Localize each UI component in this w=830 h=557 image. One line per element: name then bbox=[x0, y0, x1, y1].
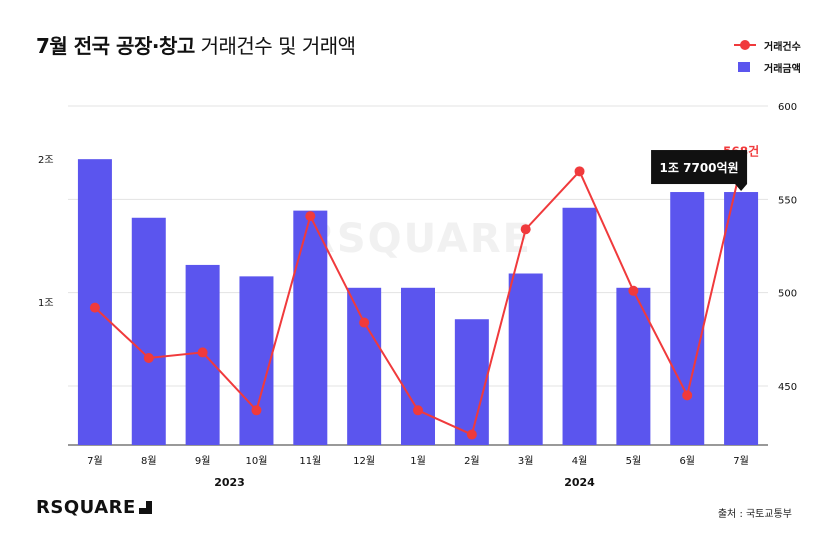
year-label: 2024 bbox=[564, 476, 595, 489]
x-axis-tick-label: 10월 bbox=[245, 455, 267, 467]
x-axis-tick-label: 3월 bbox=[518, 455, 534, 467]
count-point bbox=[520, 224, 531, 235]
legend-item-count: 거래건수 bbox=[734, 34, 801, 56]
amount-data-label: 1조 7700억원 bbox=[660, 161, 739, 175]
count-point bbox=[89, 302, 100, 313]
count-point bbox=[305, 211, 316, 222]
legend-amount-label: 거래금액 bbox=[764, 63, 801, 75]
bar bbox=[347, 287, 382, 445]
x-axis-tick-label: 5월 bbox=[626, 455, 642, 467]
right-axis-tick-label: 600 bbox=[778, 102, 797, 113]
count-point bbox=[628, 285, 639, 296]
count-point bbox=[413, 405, 423, 416]
x-axis-tick-label: 8월 bbox=[141, 455, 157, 467]
x-axis-tick-label: 12월 bbox=[353, 455, 375, 467]
source-note: 출처 : 국토교통부 bbox=[717, 509, 792, 520]
chart-legend: 거래건수 거래금액 bbox=[734, 34, 801, 78]
amount-callout-box bbox=[651, 150, 748, 185]
x-axis-tick-label: 1월 bbox=[410, 455, 426, 467]
count-point bbox=[466, 429, 477, 440]
count-point bbox=[359, 317, 370, 328]
legend-count-label: 거래건수 bbox=[764, 41, 801, 53]
right-axis-tick-label: 450 bbox=[778, 382, 797, 393]
amount-callout-pointer bbox=[735, 184, 748, 192]
x-axis-tick-label: 2월 bbox=[464, 455, 480, 467]
right-axis-tick-label: 550 bbox=[778, 195, 797, 206]
legend-item-amount: 거래금액 bbox=[734, 56, 801, 78]
brand-logo-text: RSQUARE bbox=[36, 497, 136, 518]
bar bbox=[454, 319, 489, 445]
x-axis-tick-label: 9월 bbox=[195, 455, 211, 467]
bar bbox=[616, 287, 651, 445]
bar bbox=[724, 192, 759, 445]
brand-logo-mark bbox=[138, 501, 152, 514]
bar bbox=[401, 287, 435, 445]
bar bbox=[562, 207, 597, 445]
x-axis-tick-label: 11월 bbox=[299, 455, 321, 467]
bar bbox=[131, 217, 166, 445]
chart-title-bold: 7월 전국 공장·창고 bbox=[36, 34, 195, 58]
count-point bbox=[197, 347, 208, 358]
year-label: 2023 bbox=[214, 476, 245, 489]
bar bbox=[239, 276, 274, 445]
chart-title: 7월 전국 공장·창고 거래건수 및 거래액 bbox=[36, 30, 356, 59]
right-axis-tick-label: 500 bbox=[778, 289, 797, 300]
x-axis-tick-label: 4월 bbox=[572, 455, 588, 467]
x-axis-tick-label: 6월 bbox=[679, 455, 695, 467]
brand-logo: RSQUARE bbox=[36, 497, 152, 518]
bar bbox=[670, 192, 705, 445]
count-point bbox=[682, 390, 693, 401]
bar bbox=[508, 273, 543, 445]
count-point bbox=[251, 405, 262, 416]
count-point bbox=[143, 353, 154, 364]
legend-bar-swatch bbox=[738, 62, 750, 72]
x-axis-tick-label: 7월 bbox=[87, 455, 103, 467]
x-axis-tick-label: 7월 bbox=[733, 455, 749, 467]
legend-line-swatch bbox=[734, 40, 756, 50]
left-axis-tick-label: 1조 bbox=[38, 298, 54, 309]
chart-title-rest: 거래건수 및 거래액 bbox=[200, 34, 356, 58]
bar bbox=[77, 159, 112, 445]
count-point bbox=[574, 166, 585, 177]
bar bbox=[293, 210, 328, 445]
left-axis-tick-label: 2조 bbox=[38, 155, 54, 166]
watermark-text: RSQUARE bbox=[304, 216, 532, 262]
